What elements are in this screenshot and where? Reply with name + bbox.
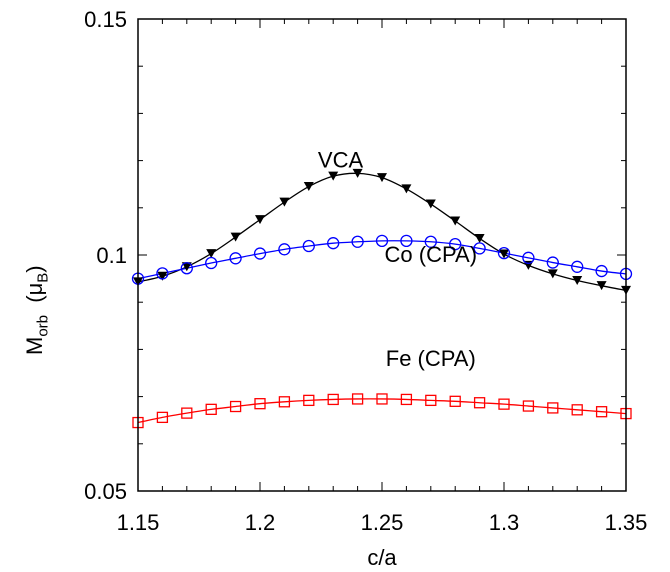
data-point-co [180,262,193,275]
y-axis-label: Morb (μB) [22,265,51,355]
data-point-fe [449,395,461,407]
data-point-vca [206,249,217,259]
annotations: VCA Co (CPA) Fe (CPA) [318,148,477,371]
data-point-vca [352,168,363,178]
y-tick-label: 0.1 [96,243,127,268]
y-tick-label: 0.05 [84,479,127,504]
series-annotation: VCA [318,148,364,173]
data-point-vca [547,269,558,279]
data-point-vca [279,197,290,207]
data-point-co [351,235,364,248]
data-point-co [302,239,315,253]
series-line-1 [137,240,627,280]
x-tick-label: 1.15 [117,510,160,535]
data-point-co [156,267,169,280]
x-tick-label: 1.3 [489,510,520,535]
data-point-fe [181,407,193,419]
data-point-co [400,234,413,247]
data-point-fe [498,398,510,410]
data-point-fe [473,397,486,409]
data-point-co [449,237,462,251]
data-point-co [473,242,486,255]
data-point-fe [425,394,437,407]
data-point-fe [376,393,388,405]
data-point-fe [229,400,242,413]
data-point-fe [595,406,608,418]
data-point-co [522,251,535,264]
data-point-fe [547,402,559,414]
data-point-co [546,256,559,269]
data-point-fe [571,404,583,416]
data-point-fe [327,393,339,406]
data-point-fe [351,393,364,405]
y-label-unit-close: ) [22,265,47,273]
series-markers [131,168,633,429]
data-point-vca [303,182,314,192]
series-markers-1 [131,234,633,285]
data-point-fe [522,400,535,412]
data-point-co [205,256,218,270]
data-point-co [327,237,340,250]
data-point-vca [377,173,387,183]
data-point-vca [157,271,168,281]
data-point-vca [425,199,436,209]
x-tick-label: 1.2 [245,510,276,535]
series-markers-0 [133,168,631,295]
series-lines [137,172,627,424]
data-point-vca [401,184,412,194]
data-point-vca [474,233,485,243]
data-point-vca [255,215,265,225]
series-markers-2 [132,393,632,429]
series-annotation: Fe (CPA) [386,346,476,371]
series-annotation: Co (CPA) [385,242,478,267]
x-tick-labels: 1.15 1.2 1.25 1.3 1.35 [117,510,648,535]
data-point-fe [303,394,315,407]
y-label-unit-sub: B [34,272,52,283]
data-point-co [253,247,267,260]
data-point-fe [205,403,217,415]
y-tick-label: 0.15 [84,7,127,32]
y-label-sub: orb [34,314,52,337]
data-point-co [278,243,291,256]
data-point-vca [596,281,607,291]
data-point-fe [156,411,169,424]
y-label-main: M [22,336,47,355]
data-point-co [229,252,242,265]
data-point-vca [230,232,241,242]
data-point-co [424,235,437,248]
x-axis-label: c/a [367,545,397,570]
data-point-fe [278,396,291,408]
data-point-vca [572,275,583,285]
data-point-co [571,260,584,273]
data-point-vca [181,262,192,272]
axis-ticks [137,18,627,492]
data-point-vca [328,171,339,181]
data-point-vca [499,249,509,259]
series-line-2 [137,398,627,424]
y-tick-labels: 0.05 0.1 0.15 [84,7,127,504]
data-point-co [375,234,389,247]
data-point-fe [254,398,266,410]
y-label-unit-open: (μ [22,282,47,315]
x-tick-label: 1.25 [361,510,404,535]
data-point-vca [450,216,461,226]
x-tick-label: 1.35 [605,510,648,535]
data-point-co [497,246,511,260]
data-point-co [595,264,608,278]
data-point-fe [400,393,413,406]
